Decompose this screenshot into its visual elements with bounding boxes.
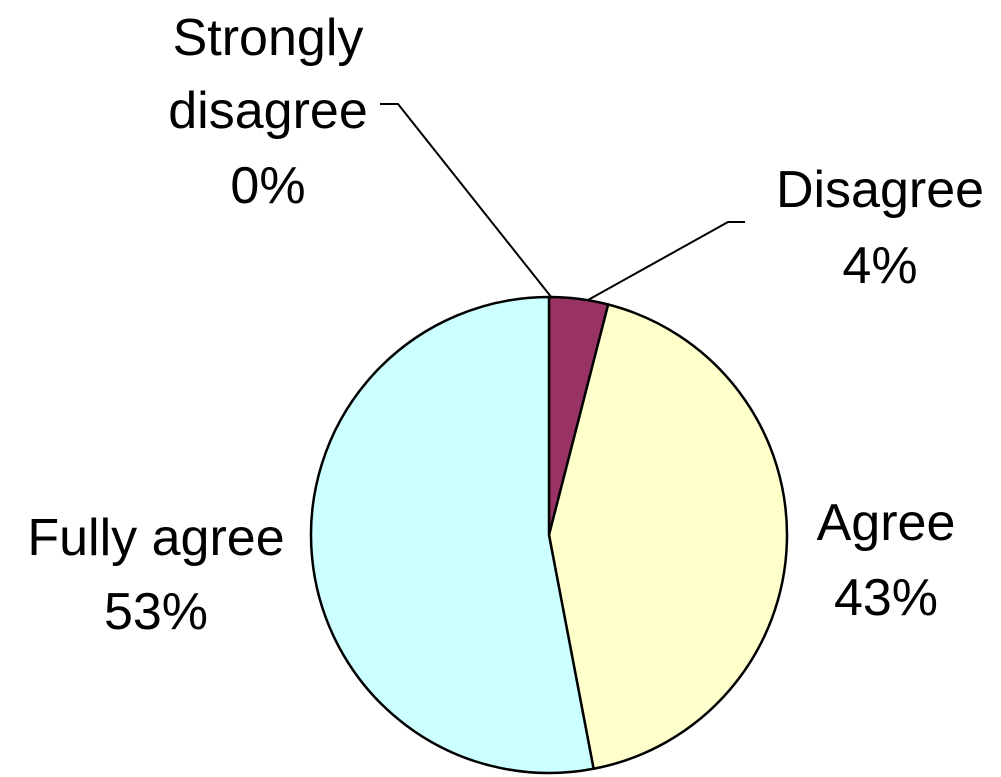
slice-fully-agree (309, 295, 595, 775)
slice-agree (547, 303, 789, 771)
label-percent-strongly-disagree: 0% (230, 157, 305, 215)
label-category-disagree: Disagree (776, 161, 984, 219)
label-category-strongly-disagree-line2: disagree (168, 82, 367, 140)
label-category-agree: Agree (817, 494, 956, 552)
data-label-fully-agree: Fully agree 53% (27, 509, 284, 641)
label-percent-agree: 43% (834, 569, 938, 627)
label-percent-fully-agree: 53% (104, 583, 208, 641)
label-percent-disagree: 4% (842, 237, 917, 295)
label-category-fully-agree: Fully agree (27, 509, 284, 567)
leader-line-disagree (587, 221, 745, 301)
pie-slices (309, 295, 789, 775)
data-label-disagree: Disagree 4% (776, 161, 984, 295)
data-label-agree: Agree 43% (817, 494, 956, 627)
leader-line-strongly-disagree (380, 103, 553, 299)
data-label-strongly-disagree: Strongly disagree 0% (168, 9, 367, 215)
label-category-strongly-disagree: Strongly (173, 9, 364, 67)
